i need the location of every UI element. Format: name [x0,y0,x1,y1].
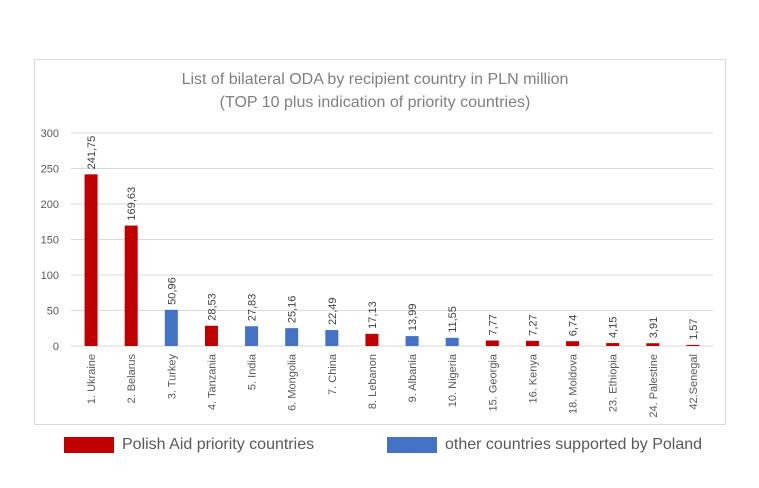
gridlines [71,132,713,347]
data-label: 6,74 [568,315,580,336]
data-label: 7,27 [527,314,539,335]
bar [365,333,379,346]
bars [84,174,700,346]
data-label: 11,55 [447,306,459,333]
data-label: 3,91 [648,317,660,338]
legend-swatch-other [387,437,437,453]
legend-item-other: other countries supported by Poland [387,433,702,457]
bar-chart: List of bilateral ODA by recipient count… [41,71,713,418]
x-axis-ticks: 1. Ukraine 2. Belarus 3. Turkey 4. Tanzania… [86,353,700,417]
x-tick-label: 4. Tanzania [206,353,218,410]
legend-label-other: other countries supported by Poland [445,436,703,453]
x-tick-label: 42.Senegal [688,354,700,410]
chart-subtitle: (TOP 10 plus indication of priority coun… [220,94,531,111]
bar [164,309,178,346]
bar [124,225,138,346]
bar [405,336,419,346]
data-label: 1,57 [688,318,700,339]
data-label: 7,77 [487,314,499,335]
legend-item-priority: Polish Aid priority countries [64,433,314,457]
bar [204,325,218,346]
data-label: 169,63 [126,187,138,221]
x-tick-label: 8. Lebanon [367,354,379,409]
y-tick-label: 200 [41,199,59,211]
y-tick-label: 100 [41,270,59,282]
data-labels: 241,75 169,63 50,96 28,53 27,83 25,16 22,49 17,… [86,136,700,340]
y-axis-ticks: 0 50 100 150 200 250 300 [41,128,59,353]
data-label: 22,49 [327,298,339,326]
y-tick-label: 250 [41,164,59,176]
data-label: 50,96 [166,277,178,305]
legend-label-priority: Polish Aid priority countries [122,436,315,453]
x-tick-label: 7. China [327,353,339,395]
bar [606,343,620,346]
x-tick-label: 3. Turkey [166,354,178,400]
x-tick-label: 6. Mongolia [287,353,299,411]
x-tick-label: 2. Belarus [126,354,138,404]
x-tick-label: 5. India [247,353,259,390]
data-label: 28,53 [206,293,218,321]
y-tick-label: 50 [47,306,59,318]
x-tick-label: 1. Ukraine [86,354,98,404]
bar [566,341,580,346]
chart-frame: List of bilateral ODA by recipient count… [34,59,726,425]
bar [325,330,339,346]
data-label: 27,83 [247,294,259,322]
x-tick-label: 18. Moldova [568,353,580,414]
bar [285,328,299,346]
bar [245,326,259,346]
x-tick-label: 23. Ethiopia [608,353,620,412]
bar [84,174,98,346]
y-tick-label: 0 [53,341,59,353]
data-label: 241,75 [86,136,98,170]
data-label: 25,16 [287,296,299,324]
bar [445,337,459,346]
bar [485,340,499,346]
x-tick-label: 24. Palestine [648,354,660,418]
data-label: 17,13 [367,301,379,329]
legend-swatch-priority [64,437,114,453]
x-tick-label: 15. Georgia [487,353,499,411]
bar [686,344,700,346]
x-tick-label: 16. Kenya [527,353,539,403]
x-tick-label: 10. Nigeria [447,353,459,407]
y-tick-label: 300 [41,128,59,140]
data-label: 13,99 [407,304,419,332]
bar [646,343,660,346]
y-tick-label: 150 [41,235,59,247]
bar [525,340,539,346]
chart-title: List of bilateral ODA by recipient count… [182,71,569,88]
data-label: 4,15 [608,317,620,338]
x-tick-label: 9. Albania [407,353,419,402]
